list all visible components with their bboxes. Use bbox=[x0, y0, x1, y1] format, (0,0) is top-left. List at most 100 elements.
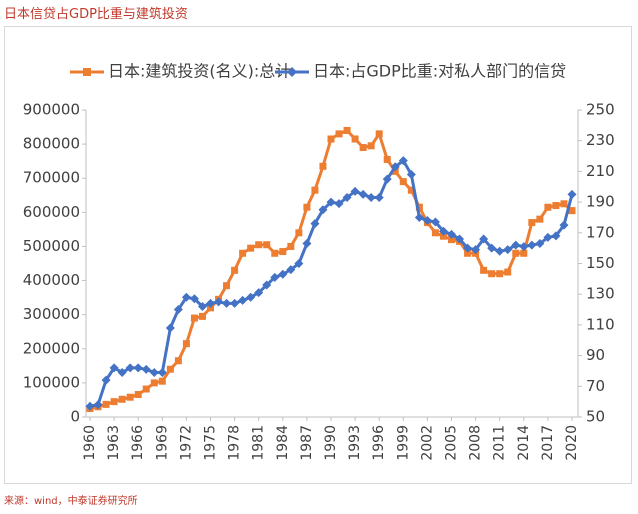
y2-tick-label: 250 bbox=[586, 101, 615, 119]
x-tick-label: 2002 bbox=[419, 425, 435, 461]
point bbox=[552, 202, 560, 210]
point bbox=[448, 236, 455, 244]
point bbox=[479, 234, 489, 244]
point bbox=[527, 240, 537, 250]
point bbox=[343, 126, 351, 134]
point bbox=[351, 135, 359, 143]
point bbox=[568, 207, 576, 215]
point bbox=[350, 186, 360, 196]
x-tick-label: 2011 bbox=[492, 425, 508, 461]
point bbox=[303, 203, 311, 211]
point bbox=[197, 301, 207, 311]
y-tick-label: 300000 bbox=[23, 305, 80, 323]
point bbox=[246, 292, 256, 302]
point bbox=[342, 192, 352, 202]
point bbox=[544, 203, 552, 211]
point bbox=[431, 229, 439, 237]
point bbox=[382, 174, 392, 184]
y-tick-label: 900000 bbox=[23, 101, 80, 119]
point bbox=[390, 162, 400, 172]
point bbox=[286, 265, 296, 275]
point bbox=[366, 192, 376, 202]
point bbox=[149, 367, 159, 377]
y2-tick-label: 170 bbox=[586, 223, 615, 241]
point bbox=[190, 314, 198, 322]
y2-tick-label: 90 bbox=[586, 346, 605, 364]
point bbox=[512, 249, 520, 257]
point bbox=[271, 249, 279, 257]
x-tick-label: 1987 bbox=[299, 425, 315, 461]
point bbox=[319, 162, 327, 170]
point bbox=[495, 246, 505, 256]
x-tick-label: 1972 bbox=[178, 425, 194, 461]
x-tick-label: 2020 bbox=[564, 425, 580, 461]
point bbox=[102, 400, 110, 408]
point bbox=[158, 377, 166, 385]
source-note: 来源：wind，中泰证券研究所 bbox=[4, 496, 138, 507]
point bbox=[520, 249, 528, 257]
point bbox=[173, 305, 183, 315]
y2-tick-label: 50 bbox=[586, 408, 605, 426]
point bbox=[415, 203, 423, 211]
y2-tick-label: 110 bbox=[586, 315, 615, 333]
point bbox=[85, 401, 95, 411]
point bbox=[447, 229, 456, 239]
y2-tick-label: 210 bbox=[586, 162, 615, 180]
legend-marker bbox=[83, 68, 91, 76]
header-title: 日本信贷占GDP比重与建筑投资 bbox=[4, 7, 188, 22]
y-tick-label: 400000 bbox=[23, 271, 80, 289]
point bbox=[214, 297, 224, 307]
y-tick-label: 600000 bbox=[23, 203, 80, 221]
point bbox=[335, 130, 343, 138]
point bbox=[133, 363, 143, 373]
x-tick-label: 1990 bbox=[323, 425, 339, 461]
point bbox=[165, 323, 175, 333]
point bbox=[358, 189, 368, 199]
point bbox=[222, 298, 232, 308]
legend-marker bbox=[287, 67, 297, 77]
point bbox=[101, 375, 111, 385]
point bbox=[230, 298, 240, 308]
x-tick-label: 1981 bbox=[251, 425, 267, 461]
x-tick-label: 2005 bbox=[444, 425, 460, 461]
y2-tick-label: 130 bbox=[586, 285, 615, 303]
point bbox=[223, 282, 231, 290]
x-tick-label: 1963 bbox=[106, 425, 122, 461]
point bbox=[326, 197, 336, 207]
point bbox=[126, 393, 134, 401]
point bbox=[374, 192, 384, 202]
point bbox=[559, 220, 569, 230]
point bbox=[543, 232, 553, 242]
legend-label: 日本:占GDP比重:对私人部门的信贷 bbox=[313, 62, 566, 81]
point bbox=[560, 200, 568, 208]
point bbox=[239, 249, 247, 257]
point bbox=[528, 219, 536, 227]
point bbox=[367, 142, 375, 150]
point bbox=[142, 385, 150, 393]
point bbox=[334, 199, 344, 209]
point bbox=[247, 244, 255, 252]
point bbox=[117, 367, 127, 377]
point bbox=[318, 205, 328, 215]
y-tick-label: 200000 bbox=[23, 339, 80, 357]
point bbox=[455, 234, 465, 244]
point bbox=[206, 298, 215, 308]
point bbox=[463, 243, 473, 253]
point bbox=[438, 226, 448, 236]
y2-tick-label: 70 bbox=[586, 377, 605, 395]
point bbox=[270, 272, 280, 282]
point bbox=[189, 294, 199, 304]
point bbox=[278, 269, 288, 279]
point bbox=[391, 167, 399, 175]
point bbox=[157, 367, 167, 377]
point bbox=[430, 217, 440, 227]
point bbox=[166, 365, 174, 373]
point bbox=[464, 249, 472, 257]
point bbox=[503, 245, 513, 255]
point bbox=[311, 186, 319, 194]
point bbox=[536, 215, 544, 223]
point bbox=[125, 363, 135, 373]
point bbox=[294, 259, 304, 268]
point bbox=[174, 357, 182, 365]
